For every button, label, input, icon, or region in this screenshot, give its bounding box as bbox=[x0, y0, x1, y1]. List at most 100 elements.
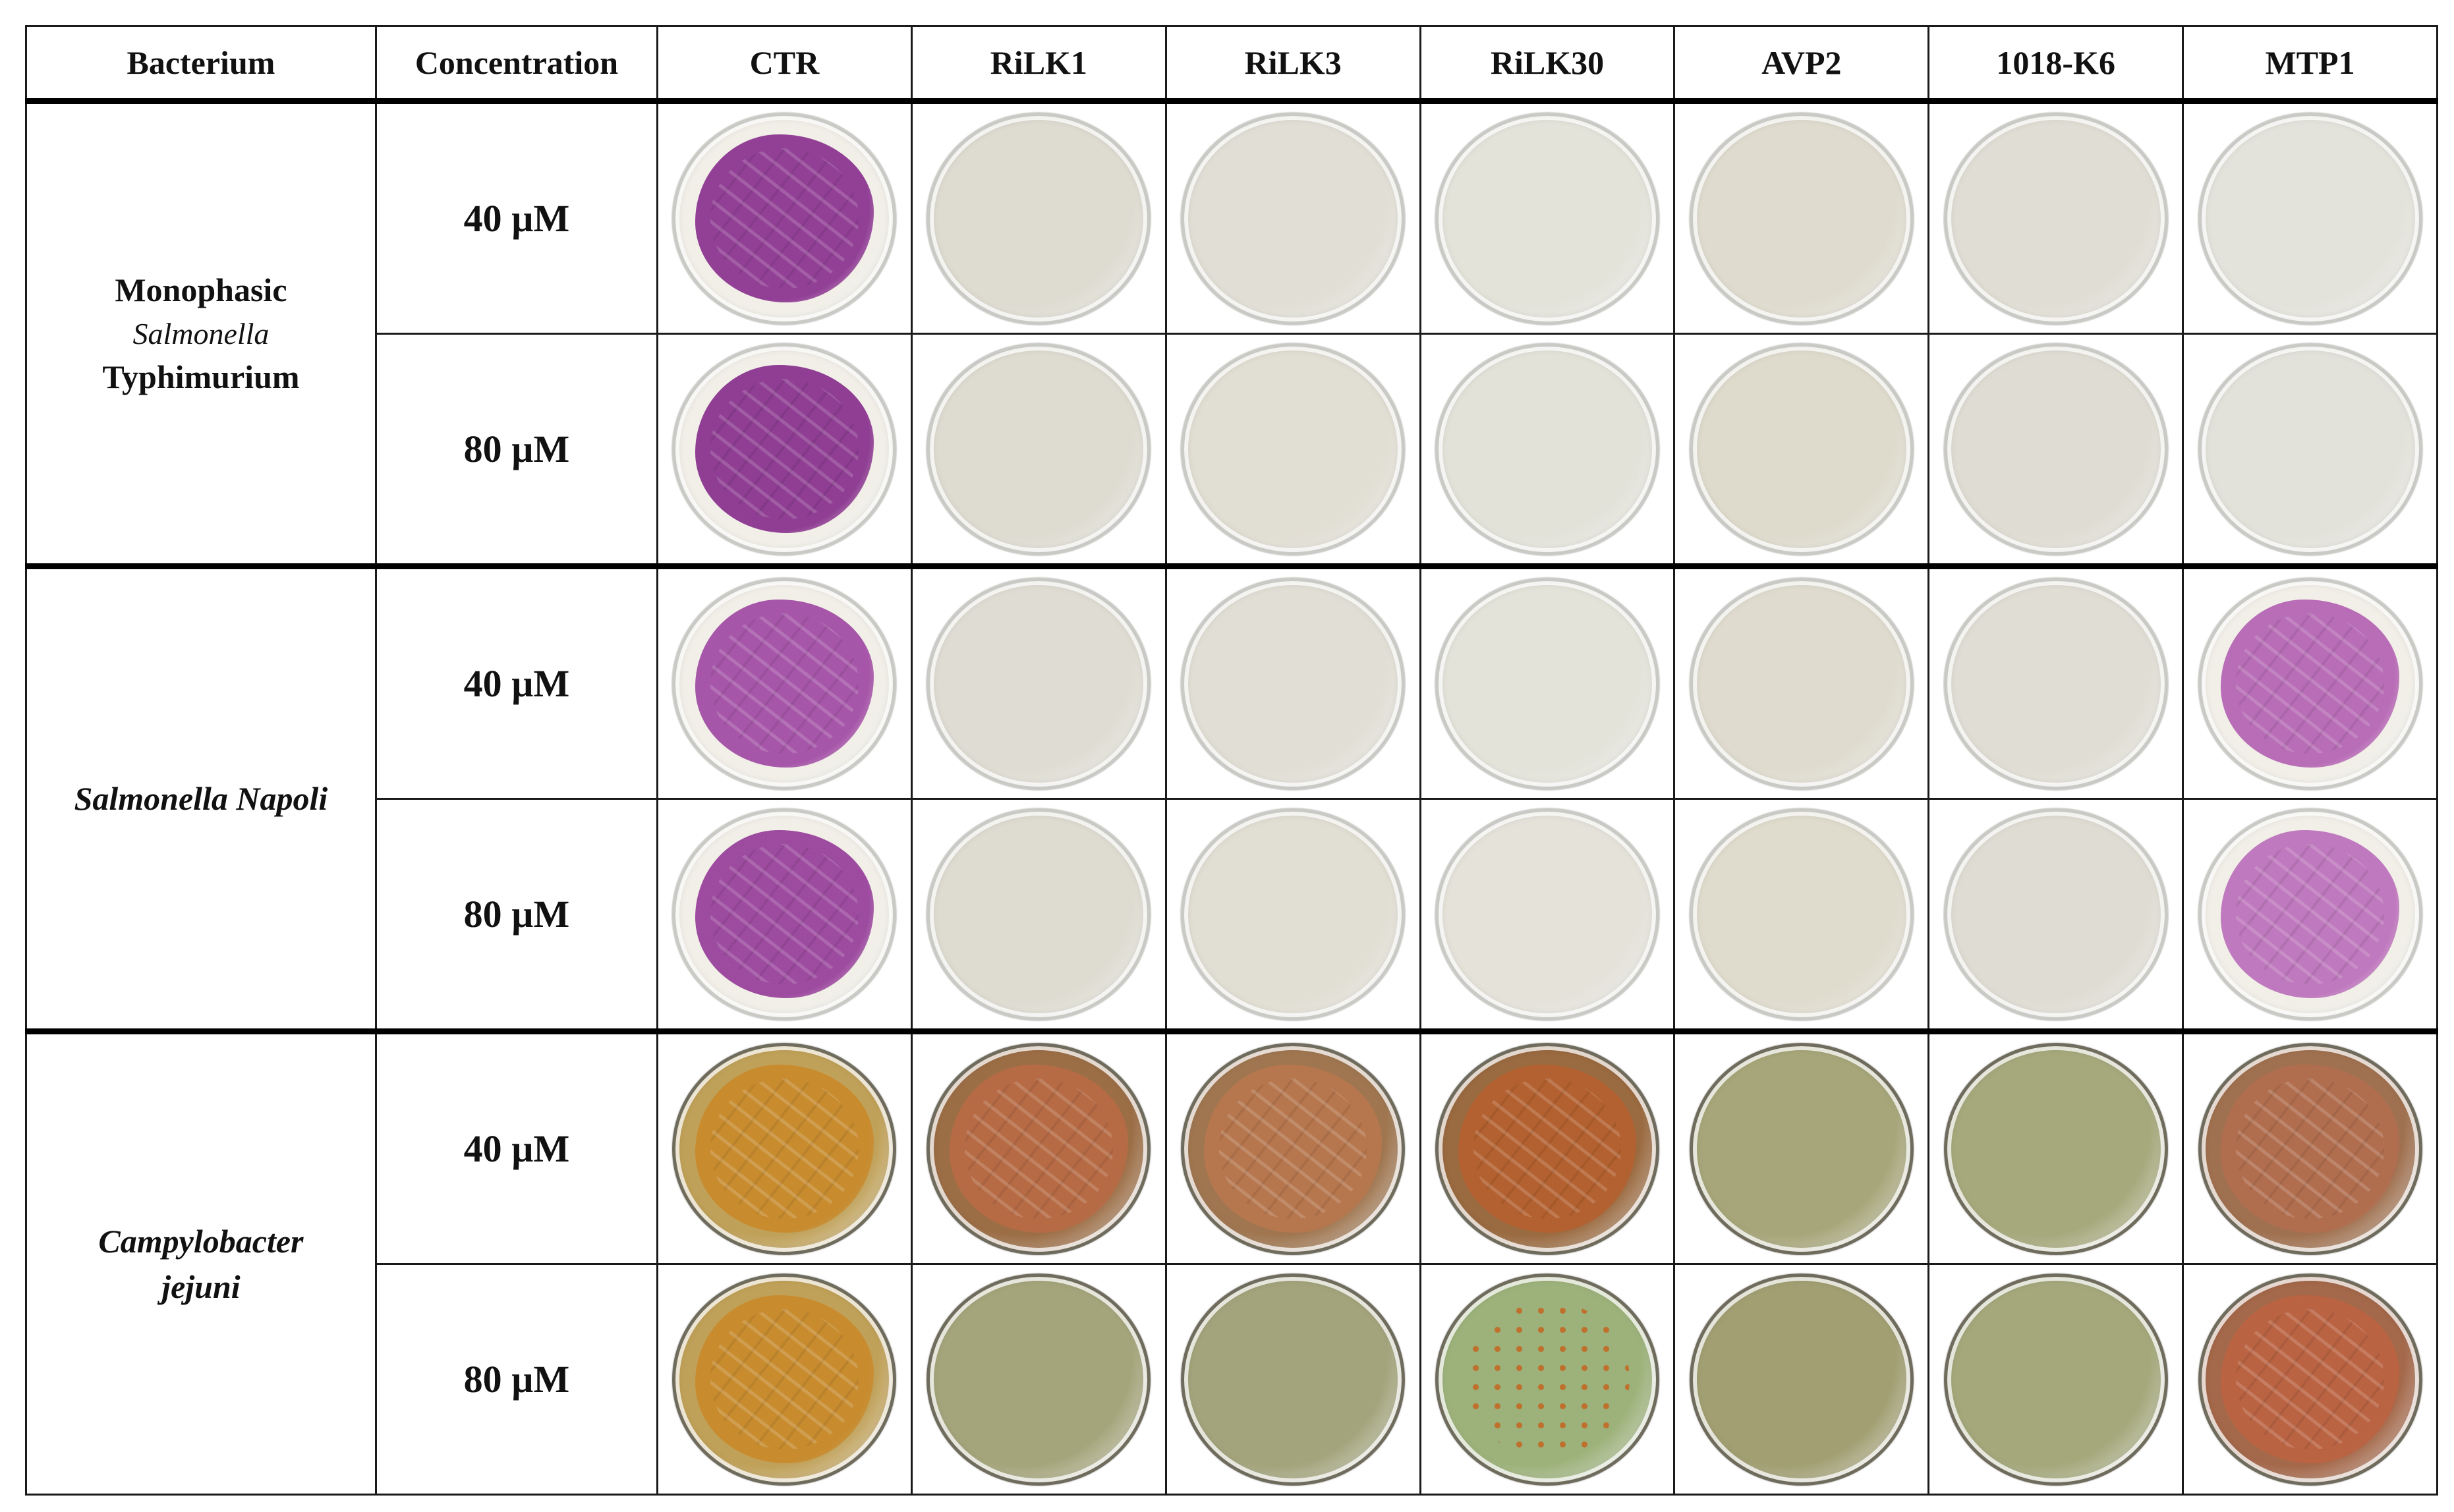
petri-dish bbox=[2198, 577, 2422, 790]
bacterium-cell: Monophasic Salmonella Typhimurium bbox=[25, 98, 377, 567]
plate-cell-rilk1 bbox=[910, 1028, 1167, 1265]
concentration-cell: 40 µM bbox=[374, 563, 659, 800]
plate-cell-rilk30 bbox=[1419, 1028, 1676, 1265]
table-row: 80 µM bbox=[26, 798, 2438, 1032]
plate-cell-rilk30 bbox=[1419, 98, 1676, 335]
plate-cell-1018-k6 bbox=[1927, 798, 2184, 1032]
streak-texture bbox=[710, 379, 859, 519]
petri-dish bbox=[1181, 1273, 1406, 1486]
petri-dish bbox=[672, 1042, 897, 1255]
plate-cell-mtp1 bbox=[2182, 333, 2438, 567]
plate-cell-rilk30 bbox=[1419, 563, 1676, 800]
bacterial-growth bbox=[2221, 1295, 2399, 1464]
bacterium-name-line: Salmonella Napoli bbox=[74, 780, 328, 817]
petri-dish bbox=[1435, 577, 1659, 790]
concentration-cell: 40 µM bbox=[374, 98, 659, 335]
header-row: Bacterium Concentration CTR RiLK1 RiLK3 RiLK3… bbox=[25, 25, 2438, 102]
column-header-bacterium: Bacterium bbox=[25, 25, 377, 102]
streak-texture bbox=[2236, 613, 2384, 754]
table-body: Monophasic Salmonella Typhimurium 40 µM 80 µ… bbox=[25, 98, 2438, 1496]
petri-dish bbox=[672, 577, 897, 790]
petri-dish bbox=[2198, 1273, 2422, 1486]
table-row: Campylobacter jejuni 40 µM bbox=[25, 1028, 2438, 1496]
bacterial-growth bbox=[1458, 1064, 1637, 1233]
streak-texture bbox=[710, 148, 859, 289]
bacterial-growth bbox=[1203, 1064, 1383, 1233]
petri-dish bbox=[1689, 808, 1914, 1021]
bacterium-name-line: Salmonella bbox=[132, 316, 270, 350]
concentration-cell: 80 µM bbox=[374, 798, 659, 1032]
petri-dish bbox=[672, 1273, 897, 1486]
petri-dish bbox=[1181, 343, 1406, 555]
plate-cell-rilk3 bbox=[1164, 1263, 1421, 1496]
streak-texture bbox=[1218, 1078, 1367, 1219]
streak-texture bbox=[2236, 1078, 2384, 1219]
plate-cell-1018-k6 bbox=[1927, 563, 2184, 800]
plate-cell-1018-k6 bbox=[1927, 1028, 2184, 1265]
plate-cell-ctr bbox=[656, 1028, 913, 1265]
plate-cell-ctr bbox=[656, 563, 913, 800]
petri-dish bbox=[2198, 808, 2422, 1021]
petri-dish bbox=[1435, 343, 1659, 555]
petri-dish bbox=[2198, 1042, 2422, 1255]
streak-texture bbox=[1473, 1078, 1622, 1219]
bacterial-growth bbox=[950, 1064, 1128, 1233]
plate-cell-rilk30 bbox=[1419, 1263, 1676, 1496]
petri-dish bbox=[672, 808, 897, 1021]
petri-dish bbox=[927, 808, 1151, 1021]
streak-texture bbox=[2236, 1309, 2384, 1449]
petri-dish bbox=[1689, 577, 1914, 790]
plate-cell-ctr bbox=[656, 798, 913, 1032]
bacterial-growth bbox=[2221, 1064, 2399, 1233]
bacterial-growth bbox=[695, 364, 874, 534]
petri-dish bbox=[927, 112, 1151, 325]
streak-texture bbox=[710, 1309, 859, 1449]
plate-cell-1018-k6 bbox=[1927, 333, 2184, 567]
petri-dish bbox=[1689, 343, 1914, 555]
petri-dish bbox=[672, 343, 897, 555]
petri-dish bbox=[1181, 112, 1406, 325]
table-row: Salmonella Napoli 40 µM bbox=[25, 563, 2438, 1032]
petri-dish bbox=[927, 343, 1151, 555]
bacterial-growth bbox=[2221, 829, 2399, 999]
plate-cell-rilk3 bbox=[1164, 798, 1421, 1032]
figure: Bacterium Concentration CTR RiLK1 RiLK3 RiLK3… bbox=[25, 25, 2438, 1496]
column-header-concentration: Concentration bbox=[374, 25, 659, 102]
bacterium-name-line: Typhimurium bbox=[102, 358, 300, 396]
bacterial-growth bbox=[695, 1295, 874, 1464]
bacterium-cell: Campylobacter jejuni bbox=[25, 1028, 377, 1496]
bacterial-growth bbox=[695, 599, 874, 768]
petri-dish bbox=[1181, 808, 1406, 1021]
plate-cell-1018-k6 bbox=[1927, 1263, 2184, 1496]
bacterium-cell: Salmonella Napoli bbox=[25, 563, 377, 1032]
petri-dish bbox=[927, 1042, 1151, 1255]
petri-dish bbox=[1689, 1042, 1914, 1255]
plate-cell-rilk3 bbox=[1164, 563, 1421, 800]
column-header-mtp1: MTP1 bbox=[2182, 25, 2438, 102]
streak-texture bbox=[2236, 844, 2384, 984]
sparse-colonies bbox=[1464, 1301, 1630, 1458]
petri-dish bbox=[1943, 1273, 2168, 1486]
plate-cell-rilk1 bbox=[910, 563, 1167, 800]
bacterium-name-line: Monophasic bbox=[115, 271, 287, 308]
column-header-ctr: CTR bbox=[656, 25, 913, 102]
petri-dish bbox=[1181, 1042, 1406, 1255]
plate-cell-avp2 bbox=[1673, 333, 1930, 567]
bacterium-name-line: Campylobacter bbox=[98, 1222, 304, 1260]
plate-cell-1018-k6 bbox=[1927, 98, 2184, 335]
plate-cell-ctr bbox=[656, 1263, 913, 1496]
petri-dish bbox=[1943, 343, 2168, 555]
plate-cell-mtp1 bbox=[2182, 1028, 2438, 1265]
petri-dish bbox=[927, 577, 1151, 790]
plate-cell-ctr bbox=[656, 333, 913, 567]
plate-cell-rilk3 bbox=[1164, 333, 1421, 567]
petri-dish bbox=[927, 1273, 1151, 1486]
table-row: 80 µM bbox=[26, 1263, 2438, 1496]
petri-dish bbox=[1435, 1273, 1659, 1486]
plate-cell-rilk3 bbox=[1164, 98, 1421, 335]
streak-texture bbox=[710, 1078, 859, 1219]
plate-cell-rilk1 bbox=[910, 1263, 1167, 1496]
column-header-1018-k6: 1018-K6 bbox=[1927, 25, 2184, 102]
table-row: 80 µM bbox=[26, 333, 2438, 567]
petri-dish bbox=[1181, 577, 1406, 790]
